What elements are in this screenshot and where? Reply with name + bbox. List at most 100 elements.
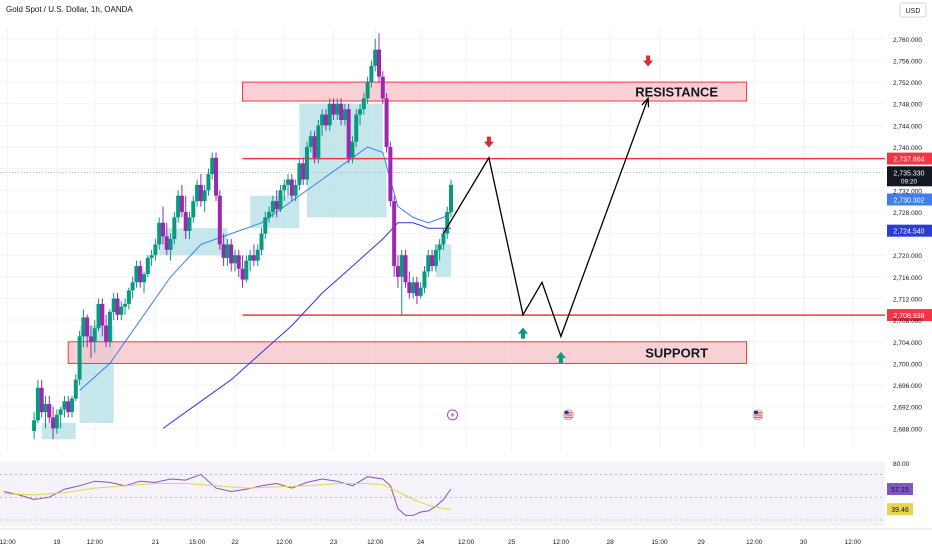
- candle-body: [259, 233, 264, 250]
- candle-body: [270, 201, 275, 212]
- x-tick-label: 22: [231, 539, 239, 546]
- candle-body: [191, 201, 196, 218]
- candle-body: [183, 211, 188, 231]
- candle-body: [202, 190, 207, 202]
- candle-body: [160, 222, 165, 237]
- candle-body: [350, 141, 355, 158]
- price-levels: 2,737.864 2,708.938: [0, 152, 932, 322]
- candle-body: [433, 249, 438, 267]
- x-tick-label: 12:00: [458, 539, 475, 546]
- y-tick-label: 2,720.000: [893, 253, 922, 260]
- y-tick-label: 2,696.000: [893, 383, 922, 390]
- rsi-value-label: 57.15: [891, 487, 909, 494]
- down-arrow-icon: [643, 55, 654, 67]
- candle-body: [62, 401, 67, 410]
- level-label: 2,708.938: [893, 313, 924, 320]
- candle-body: [244, 260, 249, 280]
- x-tick-label: 12:00: [746, 539, 763, 546]
- resistance-label: RESISTANCE: [635, 85, 718, 100]
- candle-body: [327, 103, 332, 126]
- candle-body: [149, 255, 154, 258]
- candle-body: [39, 387, 44, 413]
- y-tick-label: 2,740.000: [893, 145, 922, 152]
- candle-body: [229, 244, 234, 264]
- candle-body: [157, 222, 162, 245]
- candle-body: [138, 266, 143, 283]
- candle-body: [221, 244, 226, 258]
- candle-body: [267, 211, 272, 218]
- flag-stripe: [754, 417, 762, 419]
- candle-body: [399, 255, 404, 277]
- lightning-icon-bolt: [450, 411, 455, 418]
- candle-body: [187, 217, 192, 231]
- candle-body: [430, 255, 435, 267]
- candle-body: [47, 404, 52, 418]
- lightning-icon[interactable]: [447, 409, 459, 421]
- candle-body: [43, 404, 48, 413]
- us-flag-icon[interactable]: [752, 409, 764, 421]
- x-tick-label: 12:00: [845, 539, 862, 546]
- ma-line-fast: [79, 146, 452, 391]
- x-tick-label: 25: [508, 539, 516, 546]
- candle-body: [51, 417, 56, 429]
- candles: [32, 33, 454, 440]
- candle-body: [286, 179, 291, 185]
- rsi-line-rsi_ma: [3, 483, 452, 510]
- moving-averages: [79, 146, 452, 429]
- candle-body: [358, 109, 363, 115]
- candle-body: [274, 201, 279, 210]
- x-tick-label: 12:00: [553, 539, 570, 546]
- highlight-box: [306, 157, 387, 218]
- candle-body: [115, 298, 120, 315]
- symbol-title: Gold Spot / U.S. Dollar, 1h, OANDA: [6, 5, 133, 14]
- candle-body: [365, 82, 370, 99]
- candle-body: [104, 325, 109, 342]
- candle-body: [236, 255, 241, 269]
- x-tick-label: 19: [53, 539, 61, 546]
- candle-body: [251, 255, 256, 261]
- projection-line: [442, 98, 649, 339]
- ma-line-slow: [162, 222, 451, 429]
- candle-body: [77, 336, 82, 380]
- candle-body: [176, 195, 181, 218]
- x-tick-label: 29: [698, 539, 706, 546]
- x-tick-label: 21: [152, 539, 160, 546]
- arrows: [483, 55, 654, 364]
- y-tick-label: 2,700.000: [893, 361, 922, 368]
- candle-body: [255, 249, 260, 261]
- candle-body: [217, 195, 222, 245]
- x-tick-label: 24: [417, 539, 425, 546]
- currency-button[interactable]: USD: [899, 2, 927, 18]
- candle-body: [323, 114, 328, 126]
- highlight-box: [41, 422, 76, 440]
- event-icons: [447, 409, 764, 421]
- candle-body: [145, 257, 150, 275]
- candle-body: [407, 282, 412, 294]
- candle-body: [445, 211, 450, 234]
- level-label-bg: [887, 309, 932, 322]
- candle-body: [179, 195, 184, 212]
- rsi-value-label: 39.46: [891, 507, 909, 514]
- candle-body: [92, 328, 97, 342]
- candle-body: [282, 184, 287, 191]
- us-flag-icon[interactable]: [563, 409, 574, 421]
- time-axis: 12:00 19 12:00 21 15:00 22 12:00 23 12:00 24 12:00…: [0, 539, 861, 546]
- candle-body: [107, 312, 112, 342]
- x-tick-label: 28: [607, 539, 615, 546]
- candle-body: [58, 409, 63, 415]
- flag-stripe: [754, 415, 762, 417]
- candle-body: [339, 103, 344, 120]
- candle-body: [130, 282, 135, 291]
- rsi-background: [0, 462, 885, 526]
- support-zone: [67, 341, 748, 364]
- y-tick-label: 2,752.000: [893, 80, 922, 87]
- candle-body: [426, 255, 431, 272]
- price-label: 2,730.302: [893, 197, 924, 204]
- candle-body: [418, 287, 423, 296]
- rsi-line-rsi: [3, 473, 452, 516]
- candle-body: [88, 336, 93, 342]
- up-arrow-icon: [518, 327, 529, 339]
- x-tick-label: 12:00: [367, 539, 384, 546]
- candle-body: [422, 271, 427, 288]
